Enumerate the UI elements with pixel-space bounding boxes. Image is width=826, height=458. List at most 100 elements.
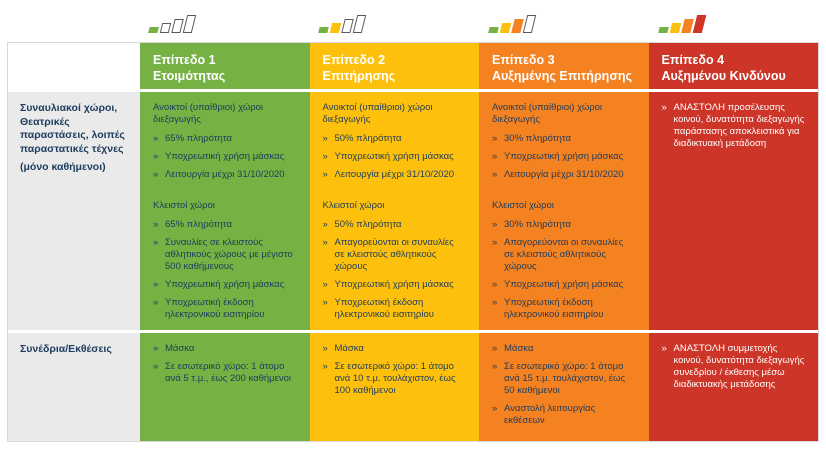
bullet-marker: » [492,168,498,180]
restriction-group: » Μάσκα » Σε εσωτερικό χώρο: 1 άτομο ανά 5 … [153,343,297,385]
row-2-level-4-cell: » ΑΝΑΣΤΟΛΗ συμμετοχής κοινού, δυνατότητα … [648,333,818,442]
level-name: Επίπεδο 2 [322,53,386,67]
restriction-text: Υποχρεωτική χρήση μάσκας [165,278,285,290]
bullet-marker: » [322,219,328,231]
bullet-marker: » [153,296,159,308]
indicator-bar [511,19,524,33]
indicator-bar [159,23,172,33]
bullet-marker: » [492,219,498,231]
level-name: Επίπεδο 4 [661,53,725,67]
table-corner [8,43,140,89]
restriction-item: » Λειτουργία μέχρι 31/10/2020 [153,169,297,181]
restriction-item: » 65% πληρότητα [153,133,297,145]
restriction-text: 65% πληρότητα [165,219,232,231]
restriction-text: ΑΝΑΣΤΟΛΗ προσέλευσης κοινού, δυνατότητα … [673,102,805,149]
row-2-level-2-cell: » Μάσκα » Σε εσωτερικό χώρο: 1 άτομο ανά 10… [309,333,479,442]
restriction-text: Υποχρεωτική χρήση μάσκας [334,150,454,162]
restriction-text: Μάσκα [165,343,195,355]
bullet-marker: » [492,237,498,249]
restriction-group: » Μάσκα » Σε εσωτερικό χώρο: 1 άτομο ανά 15… [492,343,636,426]
level-2-header: Επίπεδο 2 Επιτήρησης [309,43,479,89]
restriction-text: Μάσκα [504,343,534,355]
restriction-item: » Υποχρεωτική χρήση μάσκας [153,279,297,291]
restriction-item: » Υποχρεωτική χρήση μάσκας [323,151,467,163]
indicator-bar [681,19,694,33]
restriction-item: » ΑΝΑΣΤΟΛΗ συμμετοχής κοινού, δυνατότητα … [662,343,806,391]
group-heading: Ανοικτοί (υπαίθριοι) χώροι διεξαγωγής [322,102,433,125]
restriction-text: Απαγορεύονται οι συναυλίες σε κλειστούς … [334,237,454,272]
bullet-marker: » [322,278,328,290]
restriction-text: Υποχρεωτική έκδοση ηλεκτρονικού εισιτηρί… [334,296,434,320]
restriction-item: » 50% πληρότητα [323,219,467,231]
row-2-level-1-cell: » Μάσκα » Σε εσωτερικό χώρο: 1 άτομο ανά 5 … [140,333,310,442]
level-2-icon-cell [309,12,479,33]
indicator-bar [692,15,707,33]
indicator-bar [658,27,669,33]
group-heading: Κλειστοί χώροι [492,200,554,212]
level-icons-row [7,12,819,33]
level-4-indicator-icon [658,15,707,33]
restriction-text: Υποχρεωτική χρήση μάσκας [165,150,285,162]
restriction-text: Συναυλίες σε κλειστούς αθλητικούς χώρους… [165,237,293,272]
bullet-marker: » [492,402,498,414]
bullet-marker: » [153,237,159,249]
bullet-marker: » [153,361,159,373]
restriction-item: » Υποχρεωτική χρήση μάσκας [492,151,636,163]
row-label-note: (μόνο καθήμενοι) [20,160,106,173]
restriction-text: 30% πληρότητα [504,219,571,231]
restriction-item: » Υποχρεωτική έκδοση ηλεκτρονικού εισιτηρ… [492,297,636,321]
icons-row-spacer [7,12,139,33]
bullet-marker: » [322,237,328,249]
restriction-text: Σε εσωτερικό χώρο: 1 άτομο ανά 10 τ.μ. τ… [334,361,456,396]
level-4-icon-cell [649,12,819,33]
indicator-bar [488,27,499,33]
restriction-text: Σε εσωτερικό χώρο: 1 άτομο ανά 15 τ.μ. τ… [504,361,626,396]
bullet-marker: » [322,150,328,162]
restriction-group: » ΑΝΑΣΤΟΛΗ προσέλευσης κοινού, δυνατότητα… [662,102,806,150]
level-1-indicator-icon [148,15,197,33]
restriction-text: Σε εσωτερικό χώρο: 1 άτομο ανά 5 τ.μ., έ… [165,361,291,385]
bullet-marker: » [322,296,328,308]
restriction-item: » Λειτουργία μέχρι 31/10/2020 [492,169,636,181]
restriction-group: Ανοικτοί (υπαίθριοι) χώροι διεξαγωγής » 65… [153,102,297,180]
covid-restrictions-infographic: Επίπεδο 1 Ετοιμότητας Επίπεδο 2 Επιτήρησης Ε… [7,12,819,443]
restriction-group: Κλειστοί χώροι » 65% πληρότητα » Συναυλίες σ… [153,200,297,320]
restriction-text: Λειτουργία μέχρι 31/10/2020 [504,168,624,180]
restriction-item: » ΑΝΑΣΤΟΛΗ προσέλευσης κοινού, δυνατότητα… [662,102,806,150]
indicator-bar [148,27,159,33]
restriction-item: » Υποχρεωτική χρήση μάσκας [323,279,467,291]
restrictions-table: Επίπεδο 1 Ετοιμότητας Επίπεδο 2 Επιτήρησης Ε… [7,42,819,443]
level-subtitle: Ετοιμότητας [153,69,226,83]
bullet-marker: » [492,343,498,355]
restriction-text: Λειτουργία μέχρι 31/10/2020 [334,168,455,180]
bullet-marker: » [153,150,159,162]
restriction-text: 65% πληρότητα [165,132,232,144]
restriction-text: Υποχρεωτική χρήση μάσκας [504,150,624,162]
restriction-item: » 30% πληρότητα [492,219,636,231]
indicator-bar [329,23,342,33]
restriction-group: » ΑΝΑΣΤΟΛΗ συμμετοχής κοινού, δυνατότητα … [662,343,806,391]
indicator-bar [522,15,537,33]
bullet-marker: » [153,278,159,290]
restriction-group: Κλειστοί χώροι » 30% πληρότητα » Απαγορεύοντ… [492,200,636,320]
restriction-text: 30% πληρότητα [504,132,571,144]
restriction-text: Αναστολή λειτουργίας εκθέσεων [504,402,596,426]
restriction-item: » Μάσκα [492,343,636,355]
restriction-item: » Απαγορεύονται οι συναυλίες σε κλειστούς… [323,237,467,273]
row-label: Συναυλιακοί χώροι, Θεατρικές παραστάσεις… [20,102,125,155]
bullet-marker: » [322,132,328,144]
restriction-group: Κλειστοί χώροι » 50% πληρότητα » Απαγορεύοντ… [323,200,467,320]
bullet-marker: » [322,168,328,180]
restriction-text: Μάσκα [334,343,364,355]
level-1-icon-cell [139,12,309,33]
restriction-item: » Απαγορεύονται οι συναυλίες σε κλειστούς… [492,237,636,273]
bullet-marker: » [661,102,667,113]
indicator-bar [318,27,329,33]
row-1-level-3-cell: Ανοικτοί (υπαίθριοι) χώροι διεξαγωγής » 30… [479,92,649,331]
bullet-marker: » [153,343,159,355]
restriction-text: 50% πληρότητα [334,132,402,144]
level-subtitle: Επιτήρησης [322,69,396,83]
level-name: Επίπεδο 3 [492,53,555,67]
restriction-item: » 50% πληρότητα [323,133,467,145]
restriction-text: Υποχρεωτική έκδοση ηλεκτρονικού εισιτηρί… [504,296,604,320]
